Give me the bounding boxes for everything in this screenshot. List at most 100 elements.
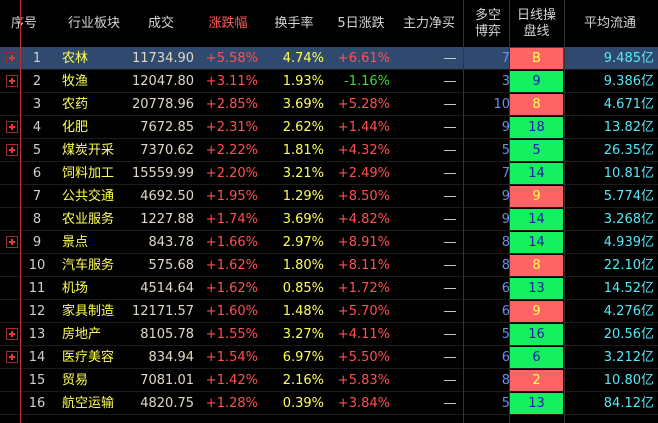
table-row[interactable]: 4 化肥 7672.85 +2.31% 2.62% +1.44% — 9 18 13.82亿 xyxy=(0,116,658,139)
five-day-change: +5.50% xyxy=(337,350,390,365)
turnover-rate: 0.39% xyxy=(282,396,324,411)
long-short-value: 6 xyxy=(501,281,510,296)
daily-line-badge: 8 xyxy=(510,94,563,115)
sector-name: 景点 xyxy=(62,235,89,250)
daily-line-badge: 5 xyxy=(510,140,563,161)
sector-name: 牧渔 xyxy=(62,74,89,89)
volume-value: 4514.64 xyxy=(140,281,194,296)
five-day-change: +8.91% xyxy=(337,235,390,250)
table-row[interactable]: 10 汽车服务 575.68 +1.62% 1.80% +8.11% — 8 8 22.10亿 xyxy=(0,254,658,277)
main-net-buy: — xyxy=(443,396,457,411)
five-day-change: +2.49% xyxy=(337,166,390,181)
avg-float-value: 3.212亿 xyxy=(603,350,654,365)
row-index: 14 xyxy=(28,350,46,365)
daily-line-badge: 14 xyxy=(510,209,563,230)
volume-value: 1227.88 xyxy=(140,212,194,227)
daily-line-badge: 16 xyxy=(510,324,563,345)
col-header-five-day[interactable]: 5日涨跌 xyxy=(337,15,385,31)
five-day-change: +4.82% xyxy=(337,212,390,227)
daily-line-badge: 9 xyxy=(510,71,563,92)
avg-float-value: 4.939亿 xyxy=(603,235,654,250)
sector-name: 农药 xyxy=(62,97,89,112)
expand-plus-icon[interactable] xyxy=(6,236,18,248)
avg-float-value: 3.268亿 xyxy=(603,212,654,227)
column-divider xyxy=(564,0,565,423)
sector-name: 航空运输 xyxy=(62,396,115,411)
col-header-volume[interactable]: 成交 xyxy=(147,15,174,31)
expand-plus-icon[interactable] xyxy=(6,144,18,156)
row-index: 8 xyxy=(32,212,42,227)
change-percent: +1.95% xyxy=(205,189,258,204)
col-header-change[interactable]: 涨跌幅 xyxy=(208,15,248,31)
long-short-value: 5 xyxy=(501,143,510,158)
table-row[interactable]: 11 机场 4514.64 +1.62% 0.85% +1.72% — 6 13 14.52亿 xyxy=(0,277,658,300)
sector-name: 农业服务 xyxy=(62,212,115,227)
sector-name: 煤炭开采 xyxy=(62,143,115,158)
table-row[interactable]: 14 医疗美容 834.94 +1.54% 6.97% +5.50% — 6 6 3.212亿 xyxy=(0,346,658,369)
avg-float-value: 26.35亿 xyxy=(603,143,654,158)
col-header-daily-line[interactable]: 日线操 盘线 xyxy=(516,7,556,39)
turnover-rate: 1.93% xyxy=(282,74,324,89)
expand-plus-icon[interactable] xyxy=(6,75,18,87)
volume-value: 834.94 xyxy=(148,350,195,365)
col-header-turnover[interactable]: 换手率 xyxy=(274,15,314,31)
col-header-index[interactable]: 序号 xyxy=(10,15,37,31)
main-net-buy: — xyxy=(443,235,457,250)
expand-plus-icon[interactable] xyxy=(6,52,18,64)
table-row[interactable]: 13 房地产 8105.78 +1.55% 3.27% +4.11% — 5 16 20.56亿 xyxy=(0,323,658,346)
expand-plus-icon[interactable] xyxy=(6,328,18,340)
main-net-buy: — xyxy=(443,120,457,135)
sector-name: 贸易 xyxy=(62,373,89,388)
daily-line-badge: 14 xyxy=(510,232,563,253)
daily-line-badge: 6 xyxy=(510,347,563,368)
daily-line-badge: 2 xyxy=(510,370,563,391)
daily-line-badge: 13 xyxy=(510,393,563,414)
change-percent: +2.22% xyxy=(205,143,258,158)
col-header-avg-float[interactable]: 平均流通 xyxy=(583,15,636,31)
column-divider xyxy=(509,0,510,423)
avg-float-value: 4.276亿 xyxy=(603,304,654,319)
col-header-sector[interactable]: 行业板块 xyxy=(67,15,120,31)
main-net-buy: — xyxy=(443,51,457,66)
table-row[interactable]: 16 航空运输 4820.75 +1.28% 0.39% +3.84% — 5 13 84.12亿 xyxy=(0,392,658,415)
sector-name: 机场 xyxy=(62,281,89,296)
avg-float-value: 10.81亿 xyxy=(603,166,654,181)
col-header-main-net[interactable]: 主力净买 xyxy=(402,15,455,31)
daily-line-badge: 18 xyxy=(510,117,563,138)
table-row[interactable]: 3 农药 20778.96 +2.85% 3.69% +5.28% — 10 8 4.671亿 xyxy=(0,93,658,116)
table-row[interactable]: 9 景点 843.78 +1.66% 2.97% +8.91% — 8 14 4.939亿 xyxy=(0,231,658,254)
turnover-rate: 0.85% xyxy=(282,281,324,296)
change-percent: +1.28% xyxy=(205,396,258,411)
table-row[interactable]: 1 农林 11734.90 +5.58% 4.74% +6.61% — 7 B 9.485亿 xyxy=(0,47,658,70)
main-net-buy: — xyxy=(443,304,457,319)
col-header-long-short[interactable]: 多空 博弈 xyxy=(474,7,501,39)
column-divider xyxy=(463,0,464,423)
change-percent: +1.55% xyxy=(205,327,258,342)
change-percent: +1.60% xyxy=(205,304,258,319)
table-row[interactable]: 5 煤炭开采 7370.62 +2.22% 1.81% +4.32% —5 5 26.35亿 xyxy=(0,139,658,162)
five-day-change: +4.32% xyxy=(337,143,390,158)
avg-float-value: 5.774亿 xyxy=(603,189,654,204)
table-row[interactable]: 6 饲料加工 15559.99 +2.20% 3.21% +2.49% — 7 14 10.81亿 xyxy=(0,162,658,185)
long-short-value: 9 xyxy=(501,120,510,135)
sector-name: 农林 xyxy=(62,51,89,66)
row-index: 9 xyxy=(32,235,42,250)
expand-plus-icon[interactable] xyxy=(6,121,18,133)
table-row[interactable]: 7 公共交通 4692.50 +1.95% 1.29% +8.50% — 9 9 5.774亿 xyxy=(0,185,658,208)
long-short-value: 7 xyxy=(501,51,510,66)
main-net-buy: — xyxy=(443,281,457,296)
table-row[interactable]: 12 家具制造 12171.57 +1.60% 1.48% +5.70% — 6 9 4.276亿 xyxy=(0,300,658,323)
main-net-buy: — xyxy=(443,97,457,112)
expand-plus-icon[interactable] xyxy=(6,351,18,363)
five-day-change: +4.11% xyxy=(337,327,390,342)
long-short-value: 9 xyxy=(501,212,510,227)
turnover-rate: 2.16% xyxy=(282,373,324,388)
change-percent: +2.20% xyxy=(205,166,258,181)
avg-float-value: 13.82亿 xyxy=(603,120,654,135)
avg-float-value: 9.485亿 xyxy=(603,51,654,66)
table-row[interactable]: 8 农业服务 1227.88 +1.74% 3.69% +4.82% — 9 14 3.268亿 xyxy=(0,208,658,231)
volume-value: 20778.96 xyxy=(132,97,195,112)
table-row[interactable]: 2 牧渔 12047.80 +3.11% 1.93% -1.16% — 3 9 9.386亿 xyxy=(0,70,658,93)
table-row[interactable]: 15 贸易 7081.01 +1.42% 2.16% +5.83% — 8 2 10.80亿 xyxy=(0,369,658,392)
row-index: 3 xyxy=(32,97,42,112)
